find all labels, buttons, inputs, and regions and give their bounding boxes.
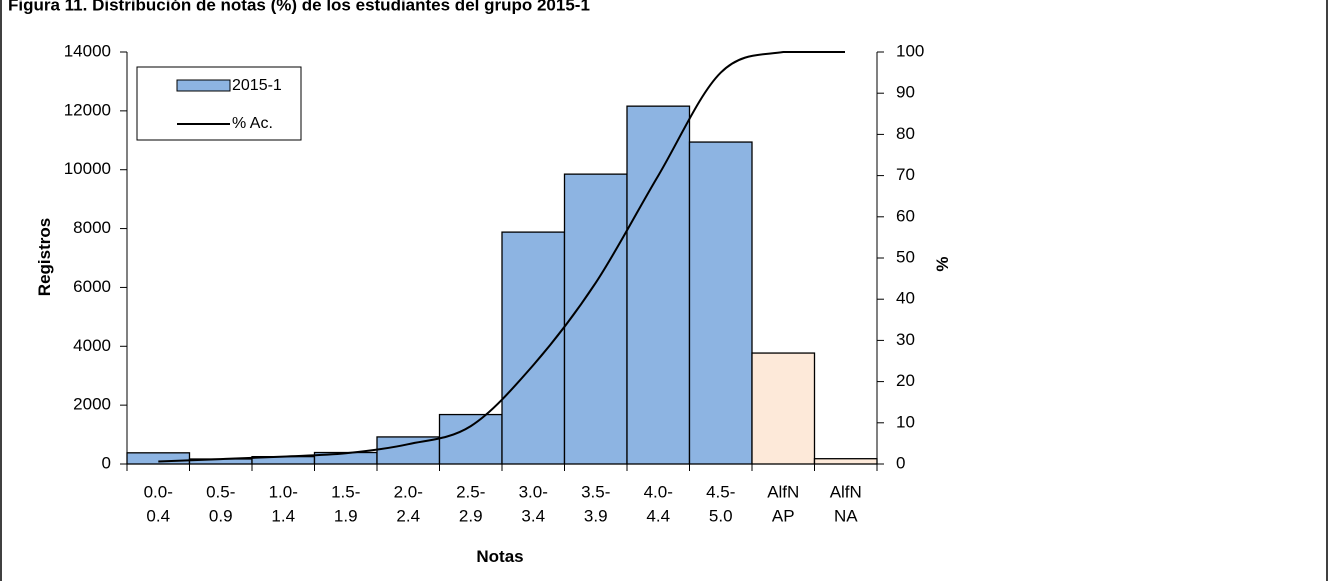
bar-0 [126, 452, 191, 465]
y2-tick-label-6: 60 [896, 206, 915, 225]
x-tick-label-8-line2: 4.4 [646, 506, 670, 525]
x-tick-label-3-line1: 1.5- [331, 482, 360, 501]
y-tick-label-3: 6000 [73, 277, 111, 296]
x-tick-label-9-line2: 5.0 [709, 506, 733, 525]
bar-5 [438, 413, 503, 465]
x-tick-label-11-line2: NA [834, 506, 858, 525]
x-tick-label-5-line1: 2.5- [456, 482, 485, 501]
y-tick-label-5: 10000 [64, 159, 111, 178]
y-tick-label-0: 0 [102, 453, 111, 472]
plot-area: 0 2000 4000 6000 8000 10000 12000 14000 0 10 20 30 4… [64, 41, 925, 525]
x-tick-label-2-line1: 1.0- [269, 482, 298, 501]
x-tick-label-2-line2: 1.4 [271, 506, 295, 525]
y-axis-title: Registros [35, 218, 54, 296]
y2-tick-label-8: 80 [896, 124, 915, 143]
y2-tick-label-10: 100 [896, 41, 924, 60]
y2-tick-label-7: 70 [896, 165, 915, 184]
x-tick-label-0-line1: 0.0- [144, 482, 173, 501]
x-tick-label-11-line1: AlfN [830, 482, 862, 501]
y-tick-label-1: 2000 [73, 395, 111, 414]
cumulative-percent-line [158, 50, 845, 463]
x-tick-label-7-line1: 3.5- [581, 482, 610, 501]
legend-swatch-bars [176, 79, 231, 92]
y2-tick-label-0: 0 [896, 453, 905, 472]
x-tick-label-4-line1: 2.0- [394, 482, 423, 501]
y2-tick-label-4: 40 [896, 289, 915, 308]
figure-caption: Figura 11. Distribución de notas (%) de … [8, 0, 590, 14]
x-tick-label-1-line1: 0.5- [206, 482, 235, 501]
y2-tick-label-2: 20 [896, 371, 915, 390]
x-tick-label-0-line2: 0.4 [146, 506, 170, 525]
x-axis-title: Notas [476, 547, 523, 566]
bar-8 [626, 105, 691, 465]
y-tick-label-6: 12000 [64, 100, 111, 119]
y2-tick-label-3: 30 [896, 330, 915, 349]
x-tick-label-10-line2: AP [772, 506, 795, 525]
x-tick-label-4-line2: 2.4 [396, 506, 420, 525]
legend: 2015-1 % Ac. [136, 66, 302, 141]
x-tick-label-3-line2: 1.9 [334, 506, 358, 525]
x-tick-label-6-line2: 3.4 [521, 506, 545, 525]
y-tick-label-2: 4000 [73, 336, 111, 355]
y-tick-label-4: 8000 [73, 218, 111, 237]
legend-box [136, 66, 302, 141]
x-tick-label-10-line1: AlfN [767, 482, 799, 501]
x-tick-label-6-line1: 3.0- [519, 482, 548, 501]
bar-11 [813, 458, 878, 465]
legend-label-bars: 2015-1 [232, 77, 282, 94]
bar-10 [751, 352, 816, 465]
y-tick-label-7: 14000 [64, 41, 111, 60]
y2-tick-label-5: 50 [896, 247, 915, 266]
y2-tick-label-1: 10 [896, 412, 915, 431]
x-tick-label-1-line2: 0.9 [209, 506, 233, 525]
x-tick-label-8-line1: 4.0- [644, 482, 673, 501]
legend-label-line: % Ac. [232, 115, 273, 132]
bar-6 [501, 231, 566, 465]
y2-axis-title: % [933, 256, 952, 271]
bar-9 [688, 141, 753, 465]
y2-tick-label-9: 90 [896, 83, 915, 102]
x-tick-label-9-line1: 4.5- [706, 482, 735, 501]
bar-7 [563, 173, 628, 465]
x-tick-label-5-line2: 2.9 [459, 506, 483, 525]
x-tick-label-7-line2: 3.9 [584, 506, 608, 525]
